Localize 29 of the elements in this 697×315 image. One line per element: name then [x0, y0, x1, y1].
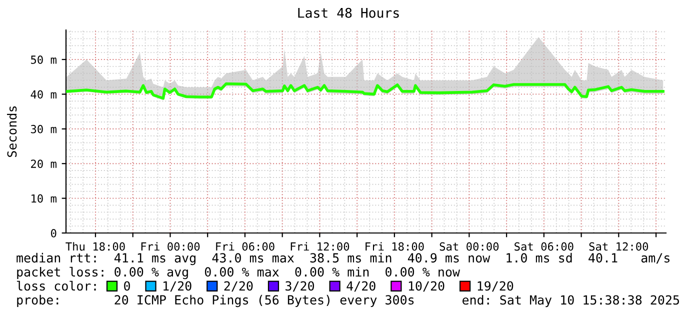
y-tick-label: 40 m	[30, 90, 56, 99]
x-tick-label: Fri 12:00	[290, 242, 350, 251]
x-tick-label: Fri 18:00	[366, 242, 424, 251]
text: end: Sat May 10 15:38:38 2025	[462, 294, 680, 308]
y-tick-label: 0	[51, 229, 56, 238]
x-tick-label: Fri 00:00	[141, 242, 200, 251]
x-tick-label: Sat 06:00	[514, 242, 574, 251]
line-series	[66, 82, 664, 100]
legend-label: 10/20	[408, 281, 444, 292]
text: median rtt: 41.1 ms avg 43.0 ms max 38.5 ms min 40.9 ms now 1.0 ms sd 40.1 am/s	[16, 252, 670, 266]
x-tick-label: Sat 12:00	[589, 242, 648, 251]
text: probe: 20 ICMP Echo Pings (56 Bytes) every 300s	[17, 294, 414, 308]
x-tick-label: Sat 00:00	[440, 242, 499, 251]
x-tick-label: Thu 18:00	[66, 242, 125, 251]
legend-label: 3/20	[286, 281, 314, 292]
y-tick-label: 50 m	[30, 56, 56, 64]
x-tick-label: Fri 06:00	[216, 242, 274, 251]
y-tick-label: 10 m	[32, 194, 56, 203]
legend-title: loss color:	[16, 280, 96, 291]
chart-title: Last 48 Hours	[298, 8, 399, 18]
legend-label: 0	[124, 281, 130, 291]
y-axis-title: Seconds	[7, 106, 17, 157]
text: packet loss: 0.00 % avg 0.00 % max 0.00 % min 0.00 % now	[17, 266, 460, 280]
legend-label: 1/20	[164, 281, 192, 292]
y-tick-label: 20 m	[31, 160, 56, 168]
legend-label: 19/20	[478, 281, 514, 292]
legend-label: 4/20	[346, 281, 376, 292]
y-tick-label: 30 m	[30, 124, 56, 134]
legend-label: 2/20	[224, 281, 253, 292]
